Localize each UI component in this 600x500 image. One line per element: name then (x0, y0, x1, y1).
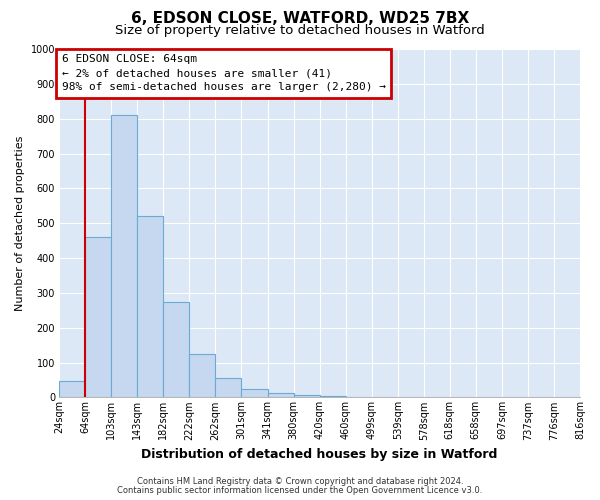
Bar (241, 390, 268, 398)
Bar (190, 354, 215, 398)
Bar (59, 382, 85, 398)
Bar (215, 378, 241, 398)
Bar (268, 393, 293, 398)
Y-axis label: Number of detached properties: Number of detached properties (15, 136, 25, 311)
Bar (137, 216, 163, 398)
Bar (293, 395, 320, 398)
Text: 6 EDSON CLOSE: 64sqm
← 2% of detached houses are smaller (41)
98% of semi-detach: 6 EDSON CLOSE: 64sqm ← 2% of detached ho… (62, 54, 386, 92)
Bar (163, 302, 190, 398)
Text: Size of property relative to detached houses in Watford: Size of property relative to detached ho… (115, 24, 485, 37)
Text: 6, EDSON CLOSE, WATFORD, WD25 7BX: 6, EDSON CLOSE, WATFORD, WD25 7BX (131, 11, 469, 26)
Text: Contains HM Land Registry data © Crown copyright and database right 2024.: Contains HM Land Registry data © Crown c… (137, 477, 463, 486)
X-axis label: Distribution of detached houses by size in Watford: Distribution of detached houses by size … (142, 448, 498, 461)
Bar (112, 115, 137, 398)
Bar (85, 237, 112, 398)
Text: Contains public sector information licensed under the Open Government Licence v3: Contains public sector information licen… (118, 486, 482, 495)
Bar (320, 396, 346, 398)
